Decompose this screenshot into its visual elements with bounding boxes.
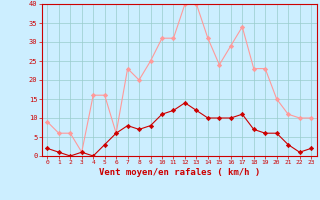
X-axis label: Vent moyen/en rafales ( km/h ): Vent moyen/en rafales ( km/h ) — [99, 168, 260, 177]
